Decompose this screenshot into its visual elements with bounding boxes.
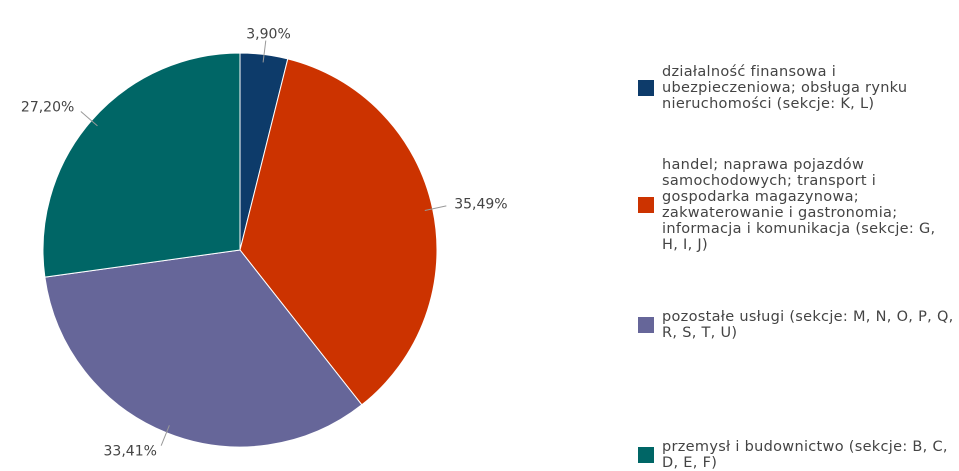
legend-label: działalność finansowa i ubezpieczeniowa;… [662,64,908,112]
legend-item: handel; naprawa pojazdów samochodowych; … [638,157,956,253]
legend-label: pozostałe usługi (sekcje: M, N, O, P, Q,… [662,309,954,341]
legend-item: przemysł i budownictwo (sekcje: B, C, D,… [638,439,956,471]
legend-item: pozostałe usługi (sekcje: M, N, O, P, Q,… [638,309,956,341]
leader-line [80,111,98,127]
legend-swatch [638,317,654,333]
legend-swatch [638,447,654,463]
legend-swatch [638,80,654,96]
legend-swatch [638,197,654,213]
legend-label: handel; naprawa pojazdów samochodowych; … [662,157,936,253]
leader-line [424,205,447,211]
data-label: 3,90% [246,27,290,43]
data-label: 27,20% [21,100,74,116]
data-label: 33,41% [104,443,157,459]
legend-item: działalność finansowa i ubezpieczeniowa;… [638,64,956,112]
data-label: 35,49% [454,197,507,213]
legend-label: przemysł i budownictwo (sekcje: B, C, D,… [662,439,948,471]
leader-line [262,40,267,63]
pie-slice [42,52,241,278]
leader-line [160,425,170,446]
